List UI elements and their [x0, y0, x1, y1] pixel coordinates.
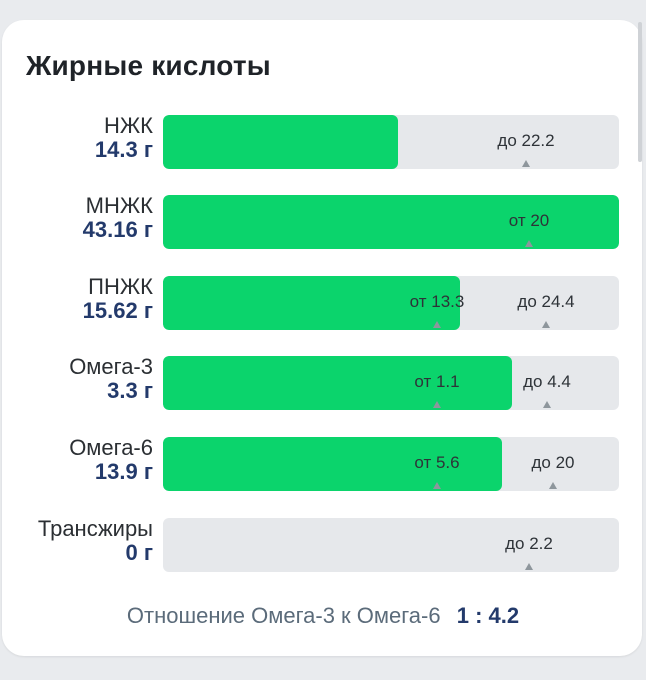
nutrient-progress-track: от 5.6 до 20 — [163, 437, 619, 491]
nutrient-name: Омега-6 — [69, 435, 153, 460]
norm-marker-label: до 20 — [531, 453, 575, 472]
nutrient-amount: 13.9 г — [94, 459, 153, 484]
norm-marker-label: до 2.2 — [505, 534, 553, 553]
nutrient-amount: 43.16 г — [82, 217, 153, 242]
nutrient-amount: 15.62 г — [82, 298, 153, 323]
norm-marker-label: от 5.6 — [414, 453, 460, 472]
nutrient-amount: 3.3 г — [107, 378, 153, 403]
omega-ratio-label: Отношение Омега-3 к Омега-6 — [126, 603, 441, 628]
nutrient-name: ПНЖК — [88, 274, 153, 299]
nutrient-name: МНЖК — [85, 193, 153, 218]
norm-marker-tick-icon — [525, 240, 533, 247]
nutrient-progress-track: от 1.1 до 4.4 — [163, 356, 619, 410]
norm-marker-tick-icon — [525, 563, 533, 570]
nutrient-name: НЖК — [103, 113, 153, 138]
omega-ratio: Отношение Омега-3 к Омега-6 1 : 4.2 — [0, 603, 646, 629]
nutrient-row[interactable]: НЖК 14.3 г до 22.2 — [0, 113, 646, 169]
nutrient-progress-fill — [163, 195, 619, 249]
nutrient-row[interactable]: ПНЖК 15.62 г от 13.3 до 24.4 — [0, 274, 646, 330]
norm-marker-label: от 1.1 — [414, 372, 460, 391]
scrollbar-thumb[interactable] — [638, 22, 642, 162]
nutrient-name: Трансжиры — [37, 516, 153, 541]
nutrient-row[interactable]: Омега-3 3.3 г от 1.1 до 4.4 — [0, 354, 646, 410]
nutrient-row[interactable]: Трансжиры 0 г до 2.2 — [0, 516, 646, 572]
norm-marker-tick-icon — [433, 321, 441, 328]
norm-marker-label: до 24.4 — [517, 292, 575, 311]
norm-marker-tick-icon — [522, 160, 530, 167]
nutrient-row[interactable]: Омега-6 13.9 г от 5.6 до 20 — [0, 435, 646, 491]
nutrient-progress-fill — [163, 356, 512, 410]
nutrient-amount: 14.3 г — [94, 137, 153, 162]
norm-marker-tick-icon — [542, 321, 550, 328]
norm-marker-label: от 13.3 — [409, 292, 465, 311]
nutrient-progress-track: от 20 — [163, 195, 619, 249]
nutrient-name: Омега-3 — [69, 354, 153, 379]
norm-marker-tick-icon — [543, 401, 551, 408]
norm-marker-tick-icon — [433, 482, 441, 489]
nutrient-progress-track: до 2.2 — [163, 518, 619, 572]
nutrient-progress-fill — [163, 115, 398, 169]
card-title: Жирные кислоты — [26, 50, 271, 81]
omega-ratio-value: 1 : 4.2 — [456, 603, 520, 628]
nutrient-progress-fill — [163, 276, 460, 330]
norm-marker-label: до 4.4 — [523, 372, 571, 391]
nutrient-amount: 0 г — [125, 540, 153, 565]
norm-marker-label: до 22.2 — [497, 131, 555, 150]
norm-marker-tick-icon — [549, 482, 557, 489]
norm-marker-label: от 20 — [508, 211, 550, 230]
nutrient-progress-track: от 13.3 до 24.4 — [163, 276, 619, 330]
nutrient-progress-fill — [163, 437, 502, 491]
nutrient-row[interactable]: МНЖК 43.16 г от 20 — [0, 193, 646, 249]
nutrient-progress-track: до 22.2 — [163, 115, 619, 169]
norm-marker-tick-icon — [433, 401, 441, 408]
